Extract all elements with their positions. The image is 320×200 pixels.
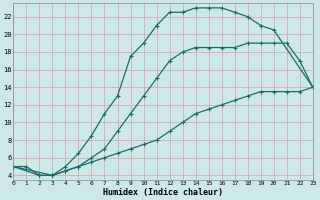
X-axis label: Humidex (Indice chaleur): Humidex (Indice chaleur) [103, 188, 223, 197]
